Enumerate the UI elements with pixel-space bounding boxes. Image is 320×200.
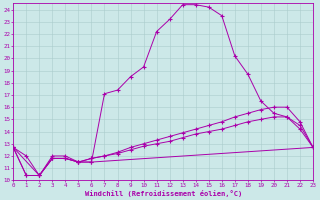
X-axis label: Windchill (Refroidissement éolien,°C): Windchill (Refroidissement éolien,°C) [84, 190, 242, 197]
